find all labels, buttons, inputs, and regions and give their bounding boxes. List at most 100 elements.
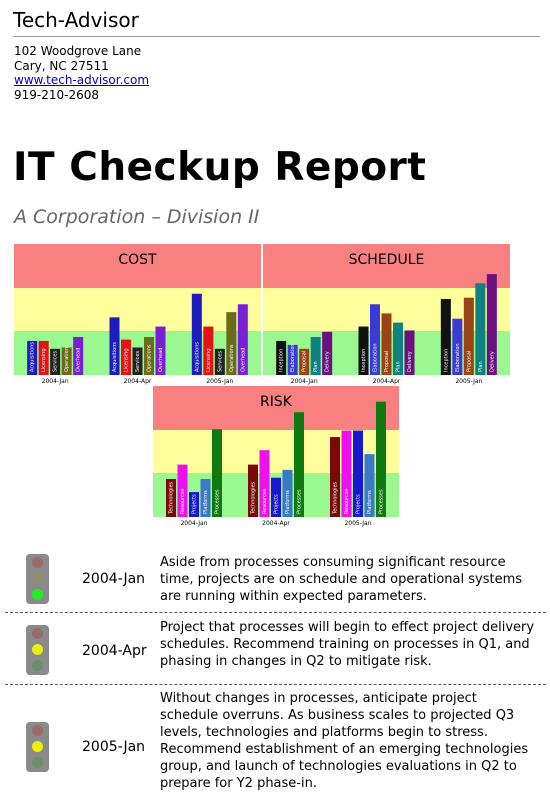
bar: [353, 430, 363, 517]
green-lamp: [32, 589, 43, 600]
bar: [248, 464, 258, 517]
bar-label: Processes: [379, 489, 385, 514]
bar-label: Inception: [279, 349, 285, 372]
cost-chart-svg: COST Acquisitions Licensing Services Operati…: [14, 244, 261, 385]
bar-label: Licensing: [206, 348, 212, 372]
bar: [237, 304, 248, 375]
bar: [191, 293, 202, 375]
bar-label: Overhead: [240, 348, 246, 372]
red-lamp: [32, 557, 43, 568]
bar-label: Licensing: [41, 348, 47, 372]
phone-number: 919-210-2608: [14, 87, 100, 102]
website-link[interactable]: www.tech-advisor.com: [14, 73, 150, 88]
chart-title: SCHEDULE: [349, 252, 425, 268]
company-name: Tech-Advisor: [13, 8, 139, 32]
header-divider: [13, 36, 540, 37]
row-divider: [5, 612, 546, 613]
risk-chart: RISK Technologies Resources Projects Platfor…: [153, 386, 399, 529]
bar: [486, 274, 497, 375]
bar: [322, 331, 333, 375]
bar: [475, 283, 486, 375]
bar-label: Platforms: [285, 490, 291, 514]
bar-label: Proposal: [466, 351, 472, 372]
x-tick-label: 2004-Jan: [42, 378, 69, 385]
address-line-2: Cary, NC 27511: [14, 58, 109, 73]
bar: [73, 337, 84, 375]
bar: [376, 401, 386, 517]
bar: [132, 347, 143, 375]
bar: [370, 304, 380, 375]
traffic-light-icon: [26, 722, 49, 772]
bar: [212, 429, 222, 517]
x-tick-label: 2005-Jan: [206, 378, 233, 385]
bar-label: Elaboration: [455, 343, 461, 372]
bar: [282, 469, 293, 517]
assessment-date: 2004-Jan: [82, 571, 146, 587]
bar: [404, 330, 415, 375]
bar: [155, 326, 166, 375]
x-tick-label: 2004-Jan: [291, 378, 318, 385]
bar-label: Delivery: [489, 351, 495, 372]
bar-label: Resources: [344, 488, 350, 514]
assessment-row: 2005-Jan Without changes in processes, an…: [0, 686, 550, 801]
chart-title: COST: [118, 252, 157, 268]
x-tick-label: 2005-Jan: [455, 378, 482, 385]
bar: [177, 464, 188, 517]
traffic-light-icon: [26, 625, 49, 675]
red-zone: [14, 244, 261, 288]
bar: [358, 326, 369, 375]
chart-title: RISK: [260, 394, 293, 410]
x-tick-label: 2005-Jan: [344, 520, 371, 527]
bar-label: Resources: [262, 488, 268, 514]
red-lamp: [32, 628, 43, 639]
bar-label: Licensing: [124, 348, 130, 372]
x-tick-label: 2004-Apr: [262, 520, 290, 527]
red-zone: [263, 244, 510, 288]
schedule-chart: SCHEDULE Inception Elaboration Proposal Plan…: [263, 244, 510, 387]
x-tick-label: 2004-Apr: [373, 378, 401, 385]
bar-label: Plan: [396, 361, 402, 372]
bar-label: Overhead: [76, 348, 82, 372]
bar: [144, 337, 154, 375]
schedule-chart-svg: SCHEDULE Inception Elaboration Proposal Plan…: [263, 244, 510, 385]
assessment-text: Without changes in processes, anticipate…: [160, 691, 529, 791]
bar: [440, 299, 451, 375]
red-zone: [153, 386, 399, 430]
bar-label: Inception: [443, 349, 449, 372]
assessment-date: 2005-Jan: [82, 739, 146, 755]
assessment-text: Aside from processes consuming significa…: [160, 555, 523, 604]
bar-label: Operations: [64, 344, 70, 372]
bar-label: Proposal: [384, 351, 390, 372]
yellow-lamp: [32, 741, 43, 752]
row-divider: [5, 684, 546, 685]
bar-label: Services: [53, 351, 59, 372]
yellow-lamp: [32, 644, 43, 655]
bar: [463, 297, 474, 375]
contact-block: 102 Woodgrove Lane Cary, NC 27511 www.te…: [14, 44, 149, 102]
bar-label: Delivery: [407, 351, 413, 372]
bar-label: Operations: [229, 344, 235, 372]
yellow-lamp: [32, 573, 43, 584]
bar: [393, 322, 403, 375]
bar-label: Processes: [297, 489, 303, 514]
address-line-1: 102 Woodgrove Lane: [14, 44, 142, 58]
bar: [203, 326, 214, 375]
assessment-row: 2004-Jan Aside from processes consuming s…: [0, 550, 550, 610]
traffic-light-icon: [26, 554, 49, 604]
bar-label: Resources: [180, 488, 186, 514]
yellow-zone: [14, 288, 261, 331]
bar-label: Projects: [192, 494, 198, 514]
x-tick-label: 2004-Apr: [124, 378, 152, 385]
bar-label: Technologies: [333, 481, 339, 515]
bar-label: Proposal: [302, 351, 308, 372]
bar: [341, 430, 352, 517]
bar: [200, 479, 211, 517]
bar: [330, 437, 340, 517]
bar-label: Operations: [147, 344, 153, 372]
bar: [226, 312, 237, 375]
bar: [61, 347, 72, 375]
assessment-row: 2004-Apr Project that processes will begi…: [0, 615, 550, 685]
bar: [294, 412, 304, 517]
bar-label: Plan: [478, 361, 484, 372]
bar-label: Services: [217, 351, 223, 372]
